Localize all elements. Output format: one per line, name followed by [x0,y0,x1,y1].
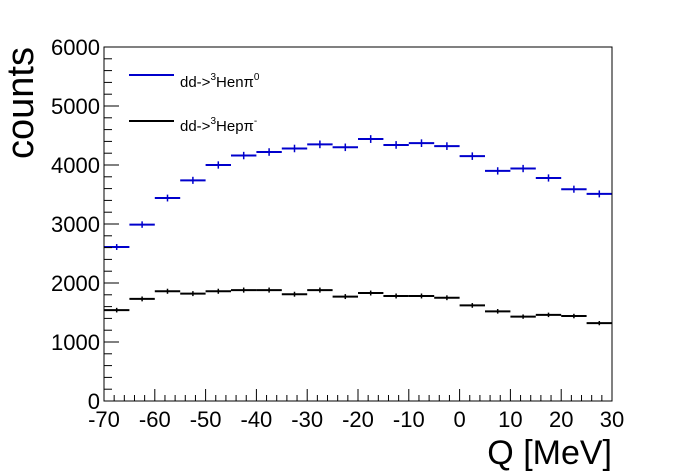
y-tick-label: 0 [88,389,100,414]
legend: dd->3Henπ0 dd->3Hepπ- [129,72,260,135]
x-tick-label: -10 [393,407,425,432]
y-tick-label: 5000 [51,94,100,119]
x-tick-label: -60 [139,407,171,432]
legend-label-hen: dd->3Henπ0 [180,72,260,91]
y-axis-label: counts [0,47,42,159]
legend-hen-prefix: dd-> [180,74,211,91]
x-tick-label: -50 [190,407,222,432]
series-0 [104,135,612,250]
axes: -70 -60 -50 -40 -30 -20 -10 0 10 20 30010002000300… [51,35,624,432]
legend-hen-mass: 3 [210,72,216,83]
x-tick-label: 10 [498,407,522,432]
legend-hep-mass: 3 [210,116,216,127]
x-tick-label: -40 [241,407,273,432]
x-axis-label: Q [MeV] [487,434,612,472]
legend-hep-prefix: dd-> [180,118,211,135]
y-tick-label: 4000 [51,153,100,178]
legend-hen-charge: 0 [254,72,260,83]
x-tick-label: 0 [453,407,465,432]
legend-hep-pi: π [244,118,254,135]
legend-hep-charge: - [254,116,257,127]
y-tick-label: 6000 [51,35,100,60]
x-tick-label: -30 [291,407,323,432]
legend-hen-mid: Hen [216,74,244,91]
legend-label-hep: dd->3Hepπ- [180,116,257,135]
series-1 [104,287,612,326]
y-tick-label: 2000 [51,271,100,296]
y-tick-label: 1000 [51,330,100,355]
x-tick-label: 30 [600,407,624,432]
y-tick-label: 3000 [51,212,100,237]
data-marks [104,135,612,326]
x-tick-label: -70 [88,407,120,432]
legend-hep-mid: Hep [216,118,244,135]
x-tick-label: -20 [342,407,374,432]
legend-hen-pi: π [244,74,254,91]
x-tick-label: 20 [549,407,573,432]
